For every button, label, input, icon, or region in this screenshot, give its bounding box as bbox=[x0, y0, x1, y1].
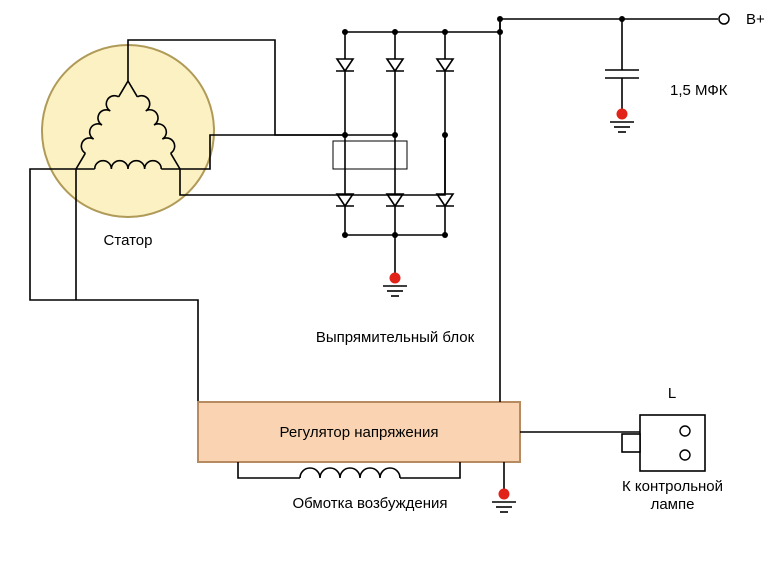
l-terminal-label: L bbox=[668, 385, 676, 402]
regulator-label: Регулятор напряжения bbox=[280, 424, 439, 441]
to-lamp-label-2: лампе bbox=[651, 496, 695, 513]
to-lamp-label-1: К контрольной bbox=[622, 478, 723, 495]
lamp-connector bbox=[640, 415, 705, 471]
stator-label: Статор bbox=[104, 232, 153, 249]
capacitor-label: 1,5 МФК bbox=[670, 82, 728, 99]
rectifier-label: Выпрямительный блок bbox=[316, 329, 475, 346]
excitation-label: Обмотка возбуждения bbox=[292, 495, 447, 512]
b-plus-label: B+ bbox=[746, 11, 765, 28]
